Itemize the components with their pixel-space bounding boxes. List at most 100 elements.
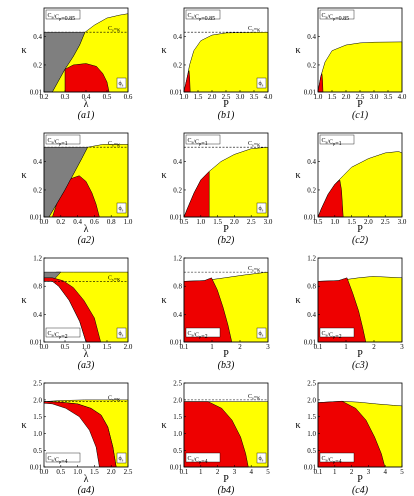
x-tick-label: 0.5 [180, 218, 189, 226]
panel-b2: 0.5 1.0 1.5 2.0 2.5 3.0 0.01 0.2 0.4 Pκ Cs/Cp=1 Cs=… [161, 132, 273, 246]
x-tick-label: 3.5 [384, 93, 393, 101]
phi-marker-label: ϕs [259, 331, 264, 338]
panel-b3: 0.1 1 2 3 0.01 0.4 0.8 1.2 Pκ Cs/Cp=2 Cs=κ ϕs (b3) [161, 255, 270, 372]
region-red [183, 401, 249, 468]
ratio-label-box [45, 134, 81, 145]
plot-frame [43, 132, 129, 218]
ratio-label: Cs/Cp=1 [322, 138, 342, 147]
x-tick-label: 0.5 [314, 218, 323, 226]
y-tick-label: 2.0 [173, 396, 182, 404]
x-tick-label: 3.0 [370, 93, 379, 101]
y-tick-label: 0.2 [307, 61, 316, 69]
x-tick-label: 2 [216, 468, 220, 476]
x-tick-label: 3.0 [264, 218, 273, 226]
panel-caption: (a2) [78, 235, 95, 246]
x-tick-label: 3 [367, 468, 371, 476]
x-tick-label: 4 [383, 468, 387, 476]
x-tick-label: 1.0 [124, 218, 133, 226]
y-tick-label: 1.0 [33, 430, 42, 438]
x-axis-label: P [357, 349, 363, 360]
y-tick-label: 0.4 [307, 33, 316, 41]
panel-caption: (a1) [78, 110, 95, 121]
y-tick-label: 0.01 [30, 339, 43, 347]
x-axis-label: λ [84, 99, 89, 110]
panel-caption: (a4) [78, 485, 95, 496]
x-tick-label: 0.6 [124, 93, 133, 101]
y-tick-label: 0.01 [30, 464, 43, 472]
y-tick-label: 2.0 [307, 396, 316, 404]
x-axis-label: λ [84, 474, 89, 485]
ratio-label: Cs/Cp=2 [188, 331, 208, 340]
x-tick-label: 5 [400, 468, 404, 476]
y-axis-label: κ [21, 295, 26, 306]
x-tick-label: 1.5 [103, 343, 112, 351]
y-tick-label: 0.4 [173, 158, 182, 166]
panel-caption: (c1) [352, 110, 369, 121]
y-tick-label: 0.01 [170, 464, 183, 472]
panel-caption: (b2) [218, 235, 235, 246]
line-label: Cs=κ [248, 26, 260, 34]
panel-c2: 0.5 1.0 1.5 2.0 2.5 3.0 0.01 0.2 0.4 Pκ Cs/Cp=1 (c2… [295, 132, 407, 246]
plot-frame [317, 132, 403, 218]
x-tick-label: 1.0 [82, 343, 91, 351]
x-tick-label: 0.4 [82, 93, 91, 101]
ratio-label-box [45, 327, 81, 338]
x-tick-label: 0.4 [73, 218, 82, 226]
y-tick-label: 2.5 [33, 380, 42, 388]
y-axis-label: κ [295, 295, 300, 306]
y-tick-label: 1.5 [33, 413, 42, 421]
x-tick-label: 2.0 [107, 468, 116, 476]
x-tick-label: 0.5 [56, 468, 65, 476]
y-tick-label: 0.2 [173, 186, 182, 194]
y-axis-label: κ [21, 170, 26, 181]
ratio-label: Cs/Cp=2 [48, 331, 68, 340]
phi-marker-box [256, 202, 267, 214]
y-axis-label: κ [161, 45, 166, 56]
y-axis-label: κ [161, 170, 166, 181]
phi-marker-box [256, 452, 267, 464]
y-tick-label: 0.4 [33, 158, 42, 166]
x-tick-label: 2.5 [222, 93, 231, 101]
x-tick-label: 0.1 [314, 343, 323, 351]
phi-marker-label: ϕs [259, 456, 264, 463]
phi-marker-label: ϕs [119, 206, 124, 213]
x-tick-label: 2.0 [364, 218, 373, 226]
y-tick-label: 1.0 [173, 430, 182, 438]
ratio-label-box [185, 134, 221, 145]
panel-b1: 1.0 1.5 2.0 2.5 3.0 3.5 4.0 0.01 0.2 0.4 Pκ Cs/Cp=0… [161, 7, 273, 121]
x-tick-label: 2.0 [124, 343, 133, 351]
phi-marker-box [116, 452, 127, 464]
y-tick-label: 0.01 [170, 214, 183, 222]
panel-caption: (b4) [218, 485, 235, 496]
ratio-label: Cs/Cp=4 [322, 456, 342, 465]
y-tick-label: 1.5 [173, 413, 182, 421]
x-axis-label: λ [84, 224, 89, 235]
ratio-label-box [185, 327, 221, 338]
ratio-label-box [45, 452, 81, 463]
y-tick-label: 2.5 [307, 380, 316, 388]
y-tick-label: 1.2 [173, 255, 182, 263]
y-tick-label: 0.2 [173, 61, 182, 69]
x-tick-label: 2.5 [381, 218, 390, 226]
x-tick-label: 0.1 [314, 468, 323, 476]
y-tick-label: 1.2 [33, 255, 42, 263]
ratio-label-box [185, 9, 221, 20]
y-tick-label: 0.2 [33, 61, 42, 69]
region-red [64, 63, 110, 93]
phi-marker-label: ϕs [259, 206, 264, 213]
ratio-label: Cs/Cp=0.85 [322, 13, 350, 22]
x-tick-label: 1.5 [194, 93, 203, 101]
line-label: Cs=κ [108, 141, 120, 149]
plot-frame [317, 257, 403, 343]
line-label: Cs=κ [108, 275, 120, 283]
x-tick-label: 1 [210, 343, 214, 351]
phi-marker-box [116, 202, 127, 214]
y-tick-label: 0.01 [170, 339, 183, 347]
ratio-label: Cs/Cp=2 [322, 331, 342, 340]
y-tick-label: 0.01 [170, 89, 183, 97]
x-axis-label: P [223, 99, 229, 110]
ratio-label: Cs/Cp=0.85 [48, 13, 76, 22]
y-tick-label: 0.2 [307, 186, 316, 194]
line-label: Cs=κ [108, 396, 120, 404]
